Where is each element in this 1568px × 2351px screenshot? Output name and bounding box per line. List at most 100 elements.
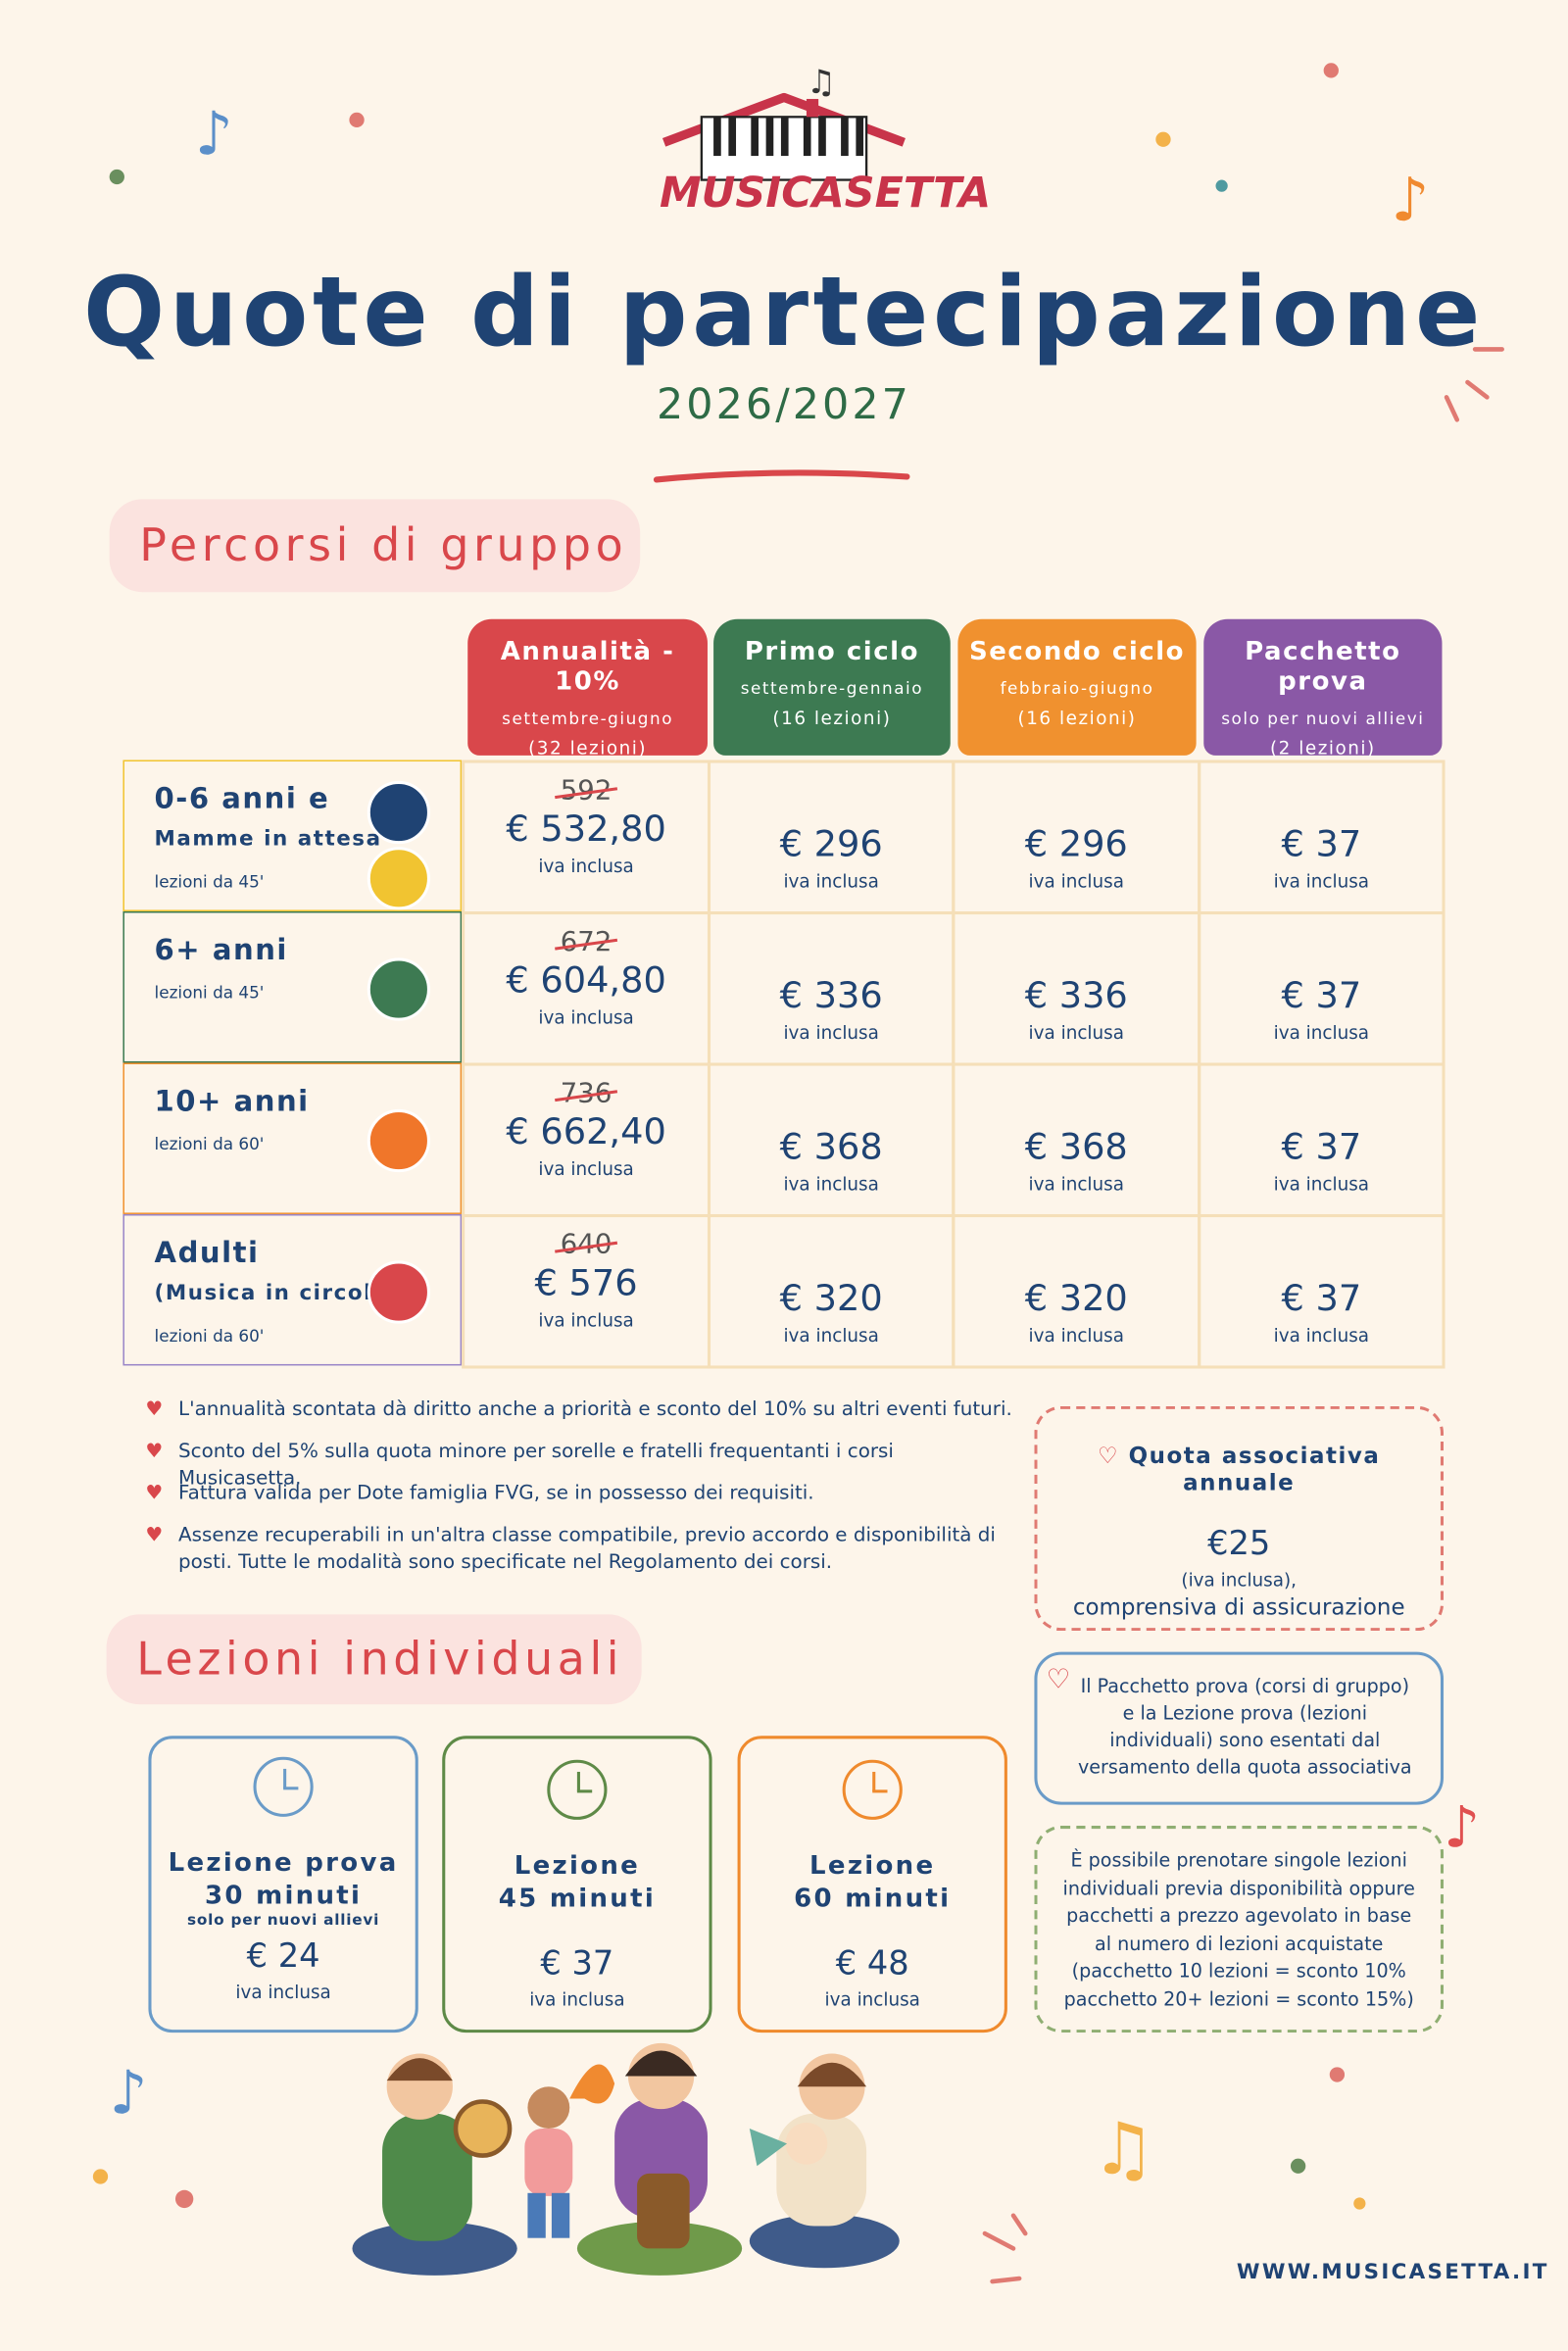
price: € 320: [779, 1277, 883, 1320]
column-name: Annualità - 10%: [500, 637, 675, 698]
vat-note: iva inclusa: [1273, 1325, 1370, 1347]
age-icon: [367, 957, 430, 1021]
row-title: Adulti: [154, 1236, 260, 1270]
card-duration: 45 minuti: [498, 1884, 657, 1915]
card-title: Lezione: [514, 1851, 641, 1882]
price-cell: € 296 iva inclusa: [707, 759, 956, 915]
note-item: ♥ Fattura valida per Dote famiglia FVG, s…: [145, 1481, 1018, 1508]
packages-box: È possibile prenotare singole lezioni in…: [1034, 1826, 1445, 2033]
price: € 320: [1024, 1277, 1128, 1320]
row-duration: lezioni da 60': [154, 1326, 265, 1347]
price: € 336: [1024, 974, 1128, 1017]
heart-icon: ♥: [145, 1524, 164, 1547]
column-period: solo per nuovi allievi: [1221, 709, 1425, 729]
price: € 532,80: [506, 808, 666, 851]
clock-hand: [576, 1789, 593, 1793]
price: € 368: [779, 1125, 883, 1168]
price: € 336: [779, 974, 883, 1017]
lesson-card: Lezione prova 30 minuti solo per nuovi all…: [148, 1736, 418, 2033]
vat-note: iva inclusa: [783, 1022, 879, 1044]
price: € 296: [779, 822, 883, 865]
age-icon: [367, 780, 430, 845]
note-item: ♥ Sconto del 5% sulla quota minore per so…: [145, 1439, 1018, 1493]
row-label: Adulti (Musica in circolo) lezioni da 60': [122, 1213, 463, 1366]
membership-note: comprensiva di assicurazione: [1072, 1592, 1405, 1621]
card-vat: iva inclusa: [529, 1988, 625, 2011]
clock-icon: [547, 1759, 608, 1820]
age-icon: [367, 1260, 430, 1324]
clock-hand: [872, 1789, 888, 1793]
membership-vat: (iva inclusa),: [1181, 1569, 1298, 1591]
price-cell: € 37 iva inclusa: [1198, 1213, 1446, 1369]
column-name: Secondo ciclo: [968, 637, 1186, 667]
price: € 37: [1281, 1277, 1362, 1320]
row-title: (Musica in circolo): [154, 1281, 400, 1306]
heart-icon: ♡: [1046, 1663, 1071, 1695]
exemption-box: ♡ Il Pacchetto prova (corsi di gruppo) e…: [1034, 1651, 1445, 1805]
old-price: 672: [560, 926, 612, 958]
sparkles: [982, 347, 1504, 2284]
old-price: 736: [560, 1077, 612, 1109]
column-period: settembre-giugno: [502, 709, 674, 729]
price: € 37: [1281, 822, 1362, 865]
price-cell: € 368 iva inclusa: [952, 1062, 1201, 1218]
membership-box: ♡ Quota associativa annuale €25 (iva inc…: [1034, 1405, 1445, 1632]
music-note-icon: ♪: [1391, 166, 1429, 235]
vat-note: iva inclusa: [783, 1325, 879, 1347]
note-text: L'annualità scontata dà diritto anche a …: [178, 1398, 1012, 1422]
page-subtitle: 2026/2027: [656, 378, 911, 429]
section-heading: Percorsi di gruppo: [109, 499, 641, 593]
section-heading: Lezioni individuali: [106, 1614, 642, 1705]
price-cell: € 37 iva inclusa: [1198, 1062, 1446, 1218]
row-title: 10+ anni: [154, 1085, 310, 1119]
card-title: Lezione prova: [168, 1847, 399, 1879]
price: € 576: [534, 1261, 638, 1304]
price-cell: 640 € 576 iva inclusa: [462, 1213, 711, 1369]
price: € 296: [1024, 822, 1128, 865]
price-cell: € 336 iva inclusa: [707, 910, 956, 1066]
clock-icon: [842, 1759, 903, 1820]
page-title: Quote di partecipazione: [83, 258, 1485, 369]
price-cell: € 320 iva inclusa: [707, 1213, 956, 1369]
heart-icon: ♥: [145, 1398, 164, 1422]
vat-note: iva inclusa: [538, 1309, 634, 1332]
column-name: Primo ciclo: [744, 637, 920, 667]
column-lessons: (2 lezioni): [1269, 737, 1376, 759]
card-title: Lezione: [809, 1851, 936, 1882]
row-duration: lezioni da 60': [154, 1134, 265, 1154]
price-cell: € 37 iva inclusa: [1198, 910, 1446, 1066]
price-cell: € 320 iva inclusa: [952, 1213, 1201, 1369]
vat-note: iva inclusa: [538, 1006, 634, 1029]
note-text: Fattura valida per Dote famiglia FVG, se…: [178, 1482, 814, 1505]
note-item: ♥ Assenze recuperabili in un'altra classe…: [145, 1523, 1018, 1577]
column-lessons: (16 lezioni): [772, 707, 892, 729]
note-text: Sconto del 5% sulla quota minore per sor…: [178, 1440, 894, 1491]
vat-note: iva inclusa: [783, 870, 879, 893]
column-lessons: (32 lezioni): [528, 737, 648, 759]
vat-note: iva inclusa: [1028, 870, 1124, 893]
logo-house: [662, 92, 906, 181]
vat-note: iva inclusa: [1028, 1022, 1124, 1044]
column-header: Secondo ciclo febbraio-giugno (16 lezioni): [957, 618, 1197, 756]
row-label: 6+ anni lezioni da 45': [122, 910, 463, 1063]
logo-text: MUSICASETTA: [660, 168, 992, 218]
card-duration: 60 minuti: [794, 1884, 952, 1915]
vat-note: iva inclusa: [1273, 1173, 1370, 1196]
age-icon: [367, 847, 430, 910]
children-illustration: [352, 2042, 900, 2276]
column-period: febbraio-giugno: [1000, 678, 1154, 699]
heart-icon: ♡: [1097, 1442, 1129, 1470]
vat-note: iva inclusa: [538, 1158, 634, 1180]
row-label: 0-6 anni e Mamme in attesa lezioni da 45': [122, 759, 463, 911]
music-note-icon: ♫: [807, 63, 836, 101]
row-duration: lezioni da 45': [154, 872, 265, 893]
card-price: € 24: [246, 1937, 320, 1977]
membership-title: ♡ Quota associativa annuale: [1037, 1442, 1440, 1495]
membership-price: €25: [1207, 1526, 1271, 1564]
column-header: Primo ciclo settembre-gennaio (16 lezioni): [713, 618, 951, 756]
clock-icon: [253, 1756, 314, 1817]
music-note-icon: ♪: [110, 2059, 148, 2129]
music-note-icon: ♪: [1444, 1793, 1480, 1860]
